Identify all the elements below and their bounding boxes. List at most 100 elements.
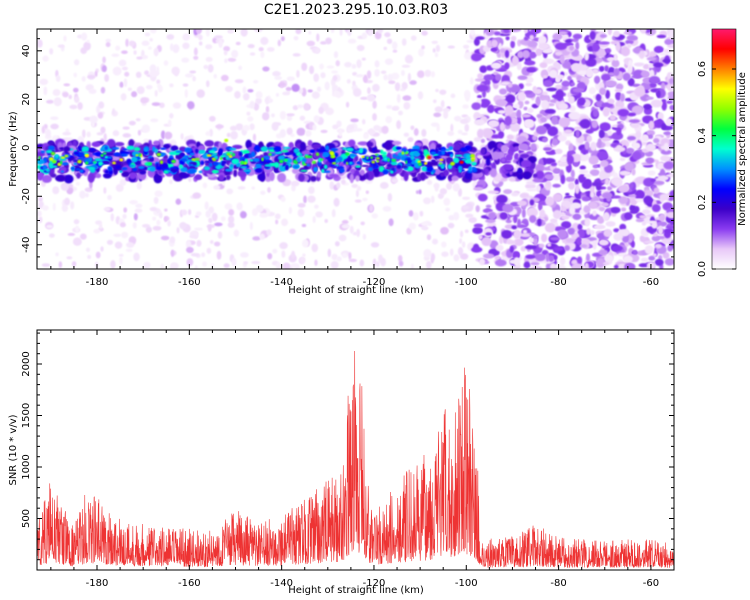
spectrogram-cell bbox=[527, 107, 534, 114]
spectrogram-cell bbox=[633, 62, 645, 67]
spectrogram-cell bbox=[558, 102, 569, 111]
spectrogram-cell bbox=[407, 72, 412, 82]
spectrogram-cell bbox=[336, 256, 342, 262]
spectrogram-cell bbox=[443, 197, 451, 206]
spectrogram-cell bbox=[171, 66, 180, 76]
spectrogram-cell bbox=[536, 113, 543, 119]
spectrogram-cell bbox=[274, 75, 283, 81]
spectrogram-cell bbox=[255, 204, 264, 213]
spectrogram-cell bbox=[226, 132, 231, 138]
spectrogram-cell bbox=[111, 53, 120, 58]
spectrogram-cell bbox=[464, 171, 473, 180]
spectrogram-cell bbox=[618, 184, 629, 193]
spectrogram-cell bbox=[379, 182, 389, 189]
spectrogram-cell bbox=[231, 257, 237, 267]
spectrogram-cell bbox=[224, 138, 229, 143]
spectrogram-cell bbox=[659, 193, 670, 201]
spectrogram-cell bbox=[302, 253, 306, 257]
spectrogram-cell bbox=[466, 153, 472, 160]
x-tick-label: -160 bbox=[178, 578, 201, 589]
spectrogram-cell bbox=[423, 162, 428, 165]
spectrogram-cell bbox=[430, 142, 436, 152]
spectrogram-cell bbox=[332, 162, 337, 165]
spectrogram-cell bbox=[169, 179, 173, 185]
spectrogram-cell bbox=[523, 119, 535, 129]
spectrogram-cell bbox=[208, 217, 213, 224]
spectrogram-cell bbox=[156, 79, 161, 85]
spectrogram-cell bbox=[303, 195, 307, 204]
x-tick-label: -60 bbox=[643, 578, 659, 589]
spectrogram-cell bbox=[43, 86, 48, 96]
spectrogram-cell bbox=[532, 235, 539, 240]
spectrogram-cell bbox=[634, 198, 645, 203]
spectrogram-cell bbox=[523, 36, 529, 41]
spectrogram-cell bbox=[340, 179, 346, 185]
spectrogram-cell bbox=[260, 146, 269, 152]
spectrogram-cell bbox=[228, 209, 235, 216]
spectrogram-cell bbox=[219, 157, 223, 160]
spectrogram-cell bbox=[646, 56, 657, 61]
spectrogram-cell bbox=[387, 73, 394, 82]
spectrogram-cell bbox=[198, 34, 203, 41]
spectrogram-cell bbox=[153, 196, 159, 204]
spectrogram-cell bbox=[440, 100, 445, 108]
spectrogram-cell bbox=[452, 183, 460, 192]
spectrogram-cell bbox=[613, 67, 620, 77]
spectrogram-cell bbox=[292, 165, 300, 169]
spectrogram-cell bbox=[300, 256, 306, 264]
spectrogram-cell bbox=[374, 60, 380, 68]
spectrogram-cell bbox=[364, 173, 370, 179]
spectrogram-cell bbox=[261, 112, 270, 121]
spectrogram-cell bbox=[214, 155, 219, 160]
spectrogram-cell bbox=[120, 93, 127, 101]
spectrogram-cell bbox=[397, 254, 403, 263]
spectrogram-cell bbox=[517, 200, 527, 206]
spectrogram-cell bbox=[665, 174, 674, 178]
spectrogram-cell bbox=[404, 54, 414, 64]
spectrogram-cell bbox=[94, 158, 103, 162]
spectrogram-cell bbox=[601, 73, 611, 82]
spectrogram-cell bbox=[66, 256, 73, 260]
spectrogram-cell bbox=[664, 258, 674, 266]
spectrogram-cell bbox=[42, 55, 49, 62]
spectrogram-cell bbox=[362, 118, 366, 125]
spectrogram-cell bbox=[229, 163, 234, 168]
spectrogram-cell bbox=[642, 63, 650, 70]
spectrogram-cell bbox=[441, 251, 449, 257]
spectrogram-cell bbox=[517, 50, 524, 59]
spectrogram-cell bbox=[509, 29, 522, 33]
spectrogram-cell bbox=[379, 149, 384, 155]
spectrogram-cell bbox=[45, 168, 50, 173]
spectrogram-cell bbox=[482, 208, 493, 214]
spectrogram-cell bbox=[184, 147, 193, 154]
spectrogram-cell bbox=[240, 29, 248, 37]
spectrogram-cell bbox=[554, 51, 563, 56]
spectrogram-cell bbox=[184, 89, 188, 98]
spectrogram-cell bbox=[613, 30, 621, 38]
spectrogram-cell bbox=[464, 158, 473, 164]
spectrogram-cell bbox=[499, 88, 508, 95]
spectrogram-cell bbox=[566, 155, 574, 165]
spectrogram-cell bbox=[309, 65, 315, 75]
snr-series-line bbox=[37, 351, 674, 569]
spectrogram-cell bbox=[240, 161, 243, 165]
spectrogram-cell bbox=[529, 215, 537, 224]
spectrogram-cell bbox=[354, 128, 363, 132]
spectrogram-cell bbox=[505, 36, 510, 41]
spectrogram-cell bbox=[238, 65, 243, 71]
spectrogram-cell bbox=[69, 104, 78, 110]
spectrogram-cell bbox=[41, 205, 49, 211]
spectrogram-cell bbox=[622, 236, 629, 243]
spectrogram-cell bbox=[662, 251, 670, 259]
spectrogram-cell bbox=[100, 246, 104, 252]
spectrogram-cell bbox=[166, 34, 175, 40]
spectrogram-cell bbox=[194, 265, 198, 269]
spectrogram-cell bbox=[384, 140, 392, 151]
spectrogram-cell bbox=[376, 160, 380, 163]
spectrogram-cell bbox=[330, 29, 335, 34]
spectrogram-cell bbox=[189, 152, 195, 156]
spectrogram-cell bbox=[602, 106, 610, 117]
spectrogram-cell bbox=[185, 160, 190, 164]
spectrogram-cell bbox=[298, 173, 305, 182]
spectrogram-cell bbox=[624, 262, 636, 269]
